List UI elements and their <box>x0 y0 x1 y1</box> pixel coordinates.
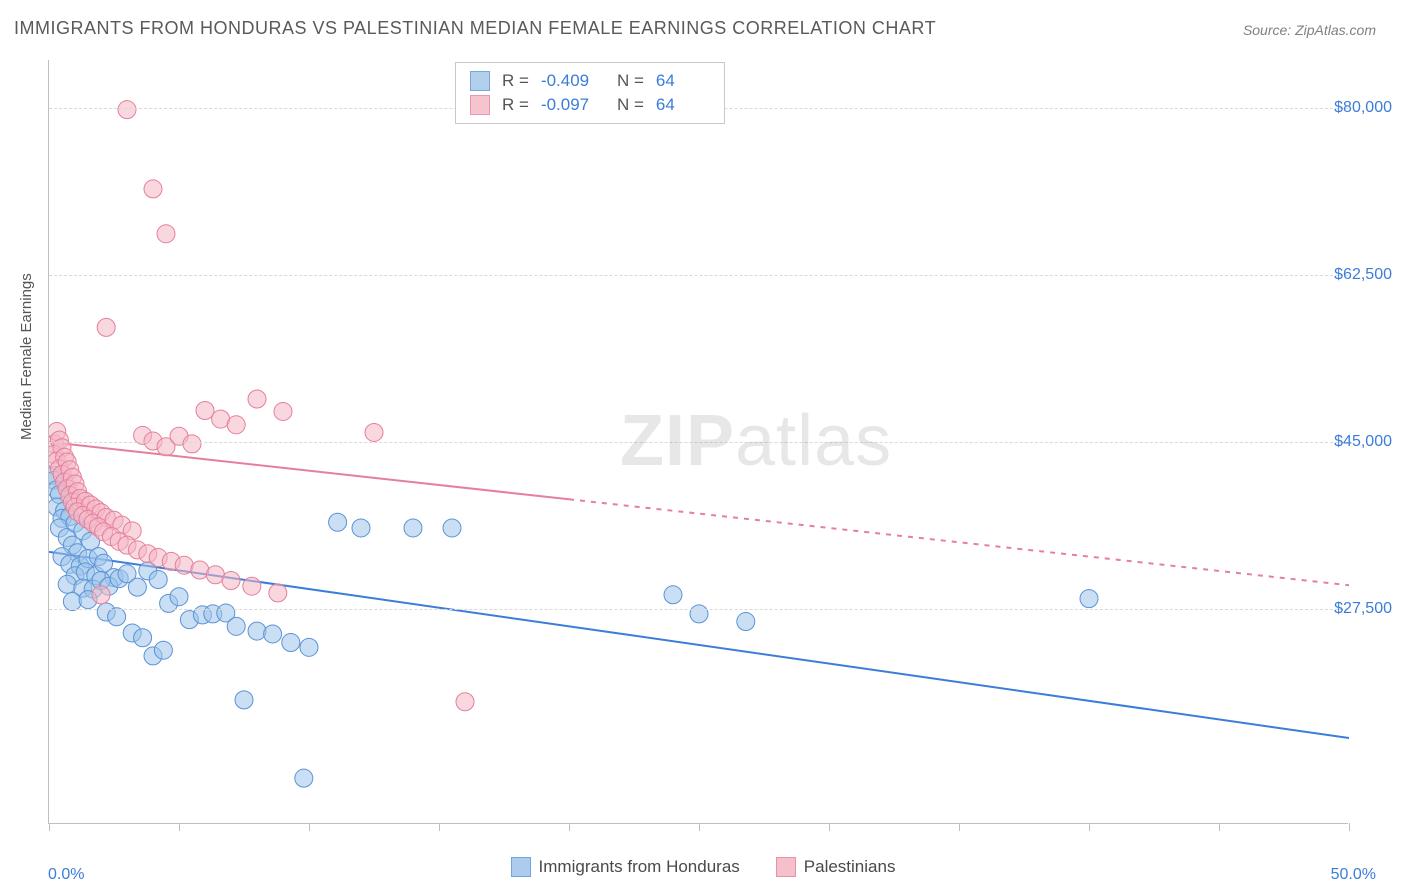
legend-item: Palestinians <box>776 857 896 877</box>
data-point <box>664 586 682 604</box>
data-point <box>128 578 146 596</box>
legend-label: Immigrants from Honduras <box>539 857 740 877</box>
legend-swatch <box>776 857 796 877</box>
legend-swatch <box>470 95 490 115</box>
data-point <box>58 575 76 593</box>
legend-stats: R = -0.409 N = 64 R = -0.097 N = 64 <box>455 62 725 124</box>
data-point <box>404 519 422 537</box>
legend-r-label: R = <box>502 71 529 91</box>
x-tick <box>959 823 960 831</box>
gridline <box>49 275 1348 276</box>
data-point <box>157 225 175 243</box>
data-point <box>235 691 253 709</box>
plot-area <box>48 60 1348 824</box>
data-point <box>329 513 347 531</box>
legend-series: Immigrants from Honduras Palestinians <box>0 857 1406 882</box>
legend-n-label: N = <box>617 71 644 91</box>
data-point <box>108 608 126 626</box>
data-point <box>456 693 474 711</box>
data-point <box>737 613 755 631</box>
gridline <box>49 442 1348 443</box>
data-point <box>282 634 300 652</box>
y-tick-label: $27,500 <box>1334 600 1392 618</box>
data-point <box>365 423 383 441</box>
legend-n-value: 64 <box>656 71 710 91</box>
legend-r-label: R = <box>502 95 529 115</box>
data-point <box>149 571 167 589</box>
data-point <box>227 416 245 434</box>
data-point <box>295 769 313 787</box>
trend-line-solid <box>49 442 569 499</box>
x-tick <box>829 823 830 831</box>
legend-r-value: -0.409 <box>541 71 595 91</box>
data-point <box>248 622 266 640</box>
legend-stat-row: R = -0.097 N = 64 <box>470 93 710 117</box>
x-axis-max-label: 50.0% <box>1331 866 1376 884</box>
x-tick <box>179 823 180 831</box>
y-axis-label: Median Female Earnings <box>18 273 35 440</box>
data-point <box>269 584 287 602</box>
source-attribution: Source: ZipAtlas.com <box>1243 22 1376 38</box>
data-point <box>144 180 162 198</box>
x-tick <box>1219 823 1220 831</box>
x-tick <box>439 823 440 831</box>
x-tick <box>49 823 50 831</box>
data-point <box>154 641 172 659</box>
trend-line-dashed <box>569 499 1349 585</box>
data-point <box>97 318 115 336</box>
y-tick-label: $80,000 <box>1334 99 1392 117</box>
data-point <box>1080 590 1098 608</box>
data-point <box>274 402 292 420</box>
legend-stat-row: R = -0.409 N = 64 <box>470 69 710 93</box>
data-point <box>196 401 214 419</box>
data-point <box>222 571 240 589</box>
data-point <box>134 629 152 647</box>
data-point <box>170 588 188 606</box>
y-tick-label: $45,000 <box>1334 433 1392 451</box>
legend-swatch <box>470 71 490 91</box>
y-tick-label: $62,500 <box>1334 266 1392 284</box>
data-point <box>352 519 370 537</box>
legend-r-value: -0.097 <box>541 95 595 115</box>
data-point <box>264 625 282 643</box>
data-point <box>92 586 110 604</box>
data-point <box>243 577 261 595</box>
legend-n-value: 64 <box>656 95 710 115</box>
x-tick <box>1089 823 1090 831</box>
gridline <box>49 609 1348 610</box>
chart-title: IMMIGRANTS FROM HONDURAS VS PALESTINIAN … <box>14 18 936 39</box>
legend-item: Immigrants from Honduras <box>511 857 740 877</box>
x-tick <box>1349 823 1350 831</box>
data-point <box>227 617 245 635</box>
data-point <box>183 435 201 453</box>
data-point <box>443 519 461 537</box>
trend-line-solid <box>49 552 1349 738</box>
legend-n-label: N = <box>617 95 644 115</box>
legend-label: Palestinians <box>804 857 896 877</box>
x-axis-min-label: 0.0% <box>48 866 84 884</box>
data-point <box>118 101 136 119</box>
data-point <box>300 638 318 656</box>
data-point <box>248 390 266 408</box>
x-tick <box>699 823 700 831</box>
x-tick <box>569 823 570 831</box>
data-point <box>690 605 708 623</box>
legend-swatch <box>511 857 531 877</box>
x-tick <box>309 823 310 831</box>
